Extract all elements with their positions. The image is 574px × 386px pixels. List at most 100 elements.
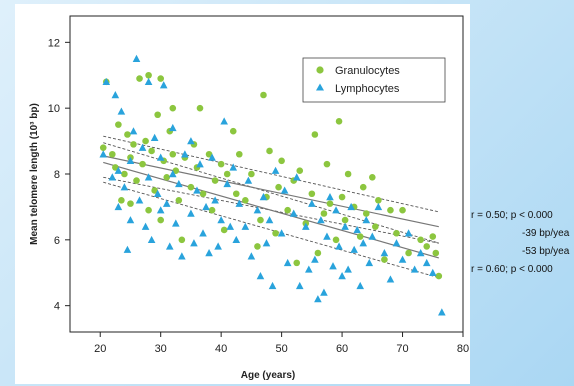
point-granulocytes <box>187 183 195 191</box>
point-lymphocytes <box>268 281 277 290</box>
point-granulocytes <box>372 223 379 230</box>
point-lymphocytes <box>428 268 437 276</box>
point-lymphocytes <box>156 206 165 214</box>
point-lymphocytes <box>392 239 401 247</box>
point-granulocytes <box>99 144 107 151</box>
point-granulocytes <box>199 190 207 198</box>
point-granulocytes <box>341 216 349 224</box>
y-axis-title: Mean telomere length (10³ bp) <box>29 103 40 245</box>
point-lymphocytes <box>302 222 310 230</box>
point-lymphocytes <box>117 107 126 115</box>
annotation-lymphocytes-correlation: r = 0.60; p < 0.000 <box>471 264 553 275</box>
point-lymphocytes <box>120 183 129 191</box>
x-tick-label: 80 <box>457 343 469 355</box>
point-granulocytes <box>296 167 304 175</box>
y-tick-label: 8 <box>54 169 60 181</box>
point-lymphocytes <box>256 272 265 280</box>
point-lymphocytes <box>422 258 431 267</box>
x-axis-title: Age (years) <box>241 370 295 381</box>
point-lymphocytes <box>329 262 337 270</box>
point-granulocytes <box>362 210 370 217</box>
point-lymphocytes <box>226 222 235 230</box>
annotation-lymphocytes-slope: -53 bp/yea <box>522 246 570 257</box>
point-granulocytes <box>242 197 249 204</box>
point-lymphocytes <box>232 235 241 244</box>
point-lymphocytes <box>187 137 195 145</box>
point-granulocytes <box>359 183 367 191</box>
y-tick-label: 4 <box>54 301 60 313</box>
point-granulocytes <box>121 170 128 178</box>
point-granulocytes <box>124 131 131 138</box>
point-granulocytes <box>145 71 152 79</box>
point-lymphocytes <box>223 179 231 188</box>
point-granulocytes <box>157 216 164 224</box>
x-tick-label: 30 <box>155 343 167 355</box>
point-granulocytes <box>205 150 213 158</box>
point-granulocytes <box>423 243 431 250</box>
point-granulocytes <box>172 167 180 175</box>
point-lymphocytes <box>292 173 301 181</box>
x-axis-ticks: 20 30 40 50 60 70 80 <box>94 332 469 355</box>
point-granulocytes <box>399 206 406 214</box>
point-granulocytes <box>169 150 177 158</box>
point-lymphocytes <box>159 81 168 89</box>
point-lymphocytes <box>144 173 153 181</box>
point-lymphocytes <box>190 239 198 247</box>
point-granulocytes <box>211 177 219 184</box>
point-lymphocytes <box>187 209 195 217</box>
annotation-granulocytes-correlation: r = 0.50; p < 0.000 <box>471 210 553 221</box>
point-granulocytes <box>275 183 282 191</box>
x-tick-label: 60 <box>336 343 348 355</box>
point-lymphocytes <box>368 232 377 240</box>
point-granulocytes <box>435 272 443 280</box>
point-granulocytes <box>417 236 424 244</box>
point-lymphocytes <box>416 249 425 257</box>
point-granulocytes <box>232 190 240 198</box>
point-granulocytes <box>196 104 204 112</box>
point-granulocytes <box>248 170 255 178</box>
point-granulocytes <box>112 164 119 171</box>
point-lymphocytes <box>168 170 177 178</box>
point-lymphocytes <box>271 166 280 174</box>
point-lymphocytes <box>305 265 313 273</box>
point-lymphocytes <box>311 255 319 263</box>
point-granulocytes <box>148 147 155 155</box>
point-granulocytes <box>344 170 352 178</box>
point-lymphocytes <box>356 281 365 290</box>
point-lymphocytes <box>235 199 244 207</box>
point-lymphocytes <box>323 232 331 240</box>
point-granulocytes <box>311 131 319 138</box>
point-lymphocytes <box>314 295 322 303</box>
point-granulocytes <box>332 236 340 244</box>
legend: Granulocytes Lymphocytes <box>302 57 446 103</box>
point-lymphocytes <box>347 202 355 211</box>
point-lymphocytes <box>335 242 343 250</box>
point-lymphocytes <box>126 216 135 224</box>
point-granulocytes <box>118 197 125 204</box>
point-granulocytes <box>220 226 228 234</box>
point-lymphocytes <box>320 288 328 296</box>
point-granulocytes <box>154 111 161 119</box>
point-granulocytes <box>326 200 334 207</box>
point-granulocytes <box>369 173 376 181</box>
point-lymphocytes <box>205 249 213 257</box>
point-granulocytes <box>151 187 158 194</box>
point-granulocytes <box>178 236 186 244</box>
point-lymphocytes <box>317 216 325 224</box>
point-lymphocytes <box>326 193 334 201</box>
point-granulocytes <box>429 233 437 240</box>
point-lymphocytes <box>217 216 225 224</box>
point-lymphocytes <box>193 186 201 194</box>
x-tick-label: 70 <box>396 343 408 355</box>
confidence-band-2-upper <box>103 142 439 244</box>
point-granulocytes <box>109 150 116 158</box>
point-granulocytes <box>375 197 382 204</box>
point-lymphocytes <box>247 252 256 260</box>
point-lymphocytes <box>199 229 207 237</box>
point-lymphocytes <box>283 258 292 267</box>
point-granulocytes <box>314 249 322 257</box>
point-lymphocytes <box>211 196 219 204</box>
point-lymphocytes <box>398 255 407 263</box>
